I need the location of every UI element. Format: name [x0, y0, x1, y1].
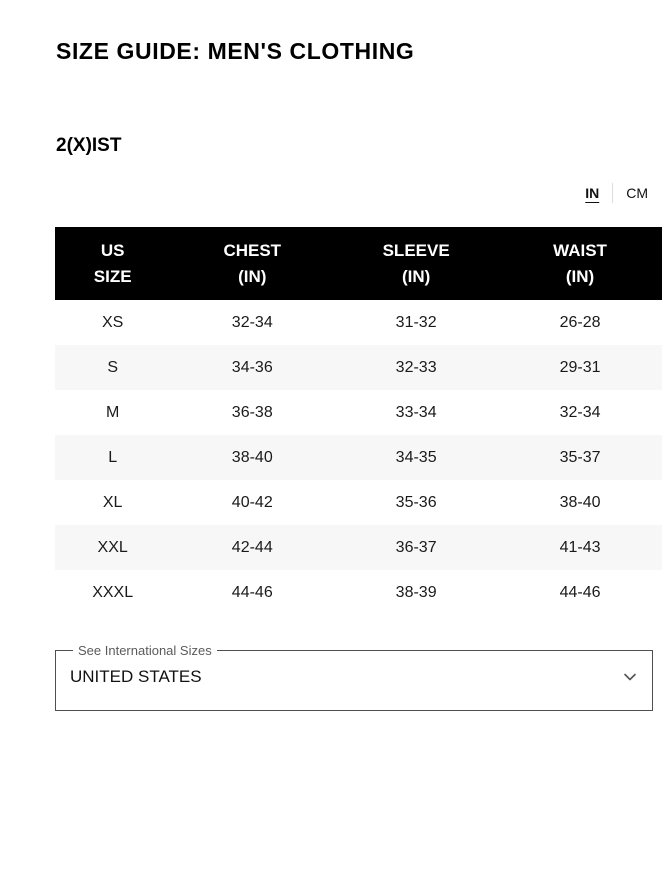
- chest-cell: 42-44: [231, 538, 273, 556]
- international-sizes-label: See International Sizes: [78, 643, 212, 658]
- international-sizes-select[interactable]: UNITED STATES: [70, 660, 638, 694]
- waist-cell: 29-31: [559, 358, 601, 376]
- column-header-chest: CHEST (IN): [170, 227, 335, 300]
- chevron-down-icon: [624, 673, 636, 681]
- table-row-l: L 38-40 34-35 35-37: [55, 435, 662, 480]
- unit-in-button[interactable]: IN: [585, 185, 600, 201]
- page-title: SIZE GUIDE: MEN'S CLOTHING: [56, 38, 415, 64]
- table-row-xxxl: XXXL 44-46 38-39 44-46: [55, 570, 662, 615]
- chest-cell: 34-36: [231, 358, 273, 376]
- size-cell: XXXL: [92, 583, 134, 601]
- chest-cell: 36-38: [231, 403, 273, 421]
- column-header-sleeve: SLEEVE (IN): [334, 227, 499, 300]
- waist-cell: 44-46: [559, 583, 601, 601]
- unit-toggle-divider: [612, 183, 614, 203]
- size-cell: L: [108, 448, 118, 466]
- sleeve-cell: 36-37: [395, 538, 437, 556]
- table-row-s: S 34-36 32-33 29-31: [55, 345, 662, 390]
- sleeve-cell: 38-39: [395, 583, 437, 601]
- table-row-xl: XL 40-42 35-36 38-40: [55, 480, 662, 525]
- international-sizes-fieldset: See International Sizes UNITED STATES: [55, 643, 653, 711]
- size-cell: XL: [102, 493, 123, 511]
- chest-cell: 44-46: [231, 583, 273, 601]
- waist-cell: 26-28: [559, 313, 601, 331]
- chest-cell: 32-34: [231, 313, 273, 331]
- sleeve-cell: 32-33: [395, 358, 437, 376]
- sleeve-cell: 31-32: [395, 313, 437, 331]
- waist-cell: 41-43: [559, 538, 601, 556]
- selected-country-value: UNITED STATES: [70, 667, 202, 686]
- brand-name: 2(X)IST: [56, 135, 122, 156]
- size-cell: S: [107, 358, 118, 376]
- chest-cell: 40-42: [231, 493, 273, 511]
- table-row-xs: XS 32-34 31-32 26-28: [55, 300, 662, 345]
- unit-cm-button[interactable]: CM: [626, 185, 648, 201]
- sleeve-cell: 33-34: [395, 403, 437, 421]
- chest-cell: 38-40: [231, 448, 273, 466]
- unit-toggle: IN CM: [583, 183, 650, 203]
- waist-cell: 32-34: [559, 403, 601, 421]
- waist-cell: 38-40: [559, 493, 601, 511]
- table-row-xxl: XXL 42-44 36-37 41-43: [55, 525, 662, 570]
- size-cell: M: [106, 403, 120, 421]
- waist-cell: 35-37: [559, 448, 601, 466]
- size-table: US SIZE CHEST (IN) SLEEVE (IN) WAIST (IN…: [55, 227, 662, 615]
- column-header-us-size: US SIZE: [55, 227, 171, 300]
- table-row-m: M 36-38 33-34 32-34: [55, 390, 662, 435]
- size-cell: XS: [101, 313, 124, 331]
- size-cell: XXL: [97, 538, 128, 556]
- sleeve-cell: 35-36: [395, 493, 437, 511]
- sleeve-cell: 34-35: [395, 448, 437, 466]
- size-table-header-row: US SIZE CHEST (IN) SLEEVE (IN) WAIST (IN…: [55, 227, 662, 300]
- column-header-waist: WAIST (IN): [498, 227, 662, 300]
